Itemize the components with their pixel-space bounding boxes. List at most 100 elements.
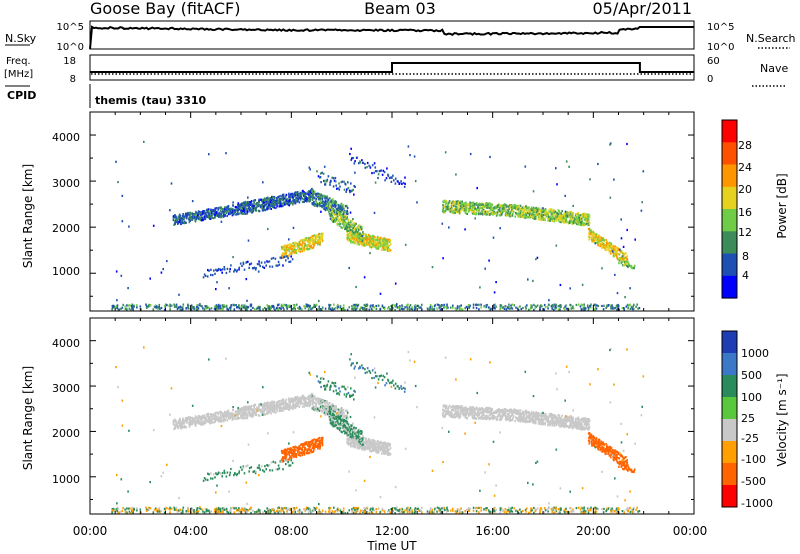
power-echo-cell bbox=[499, 305, 502, 308]
power-echo-cell bbox=[472, 205, 474, 208]
power-echo-cell bbox=[188, 212, 191, 215]
power-echo-cell bbox=[471, 207, 473, 210]
power-echo-cell bbox=[306, 245, 309, 248]
power-echo-cell bbox=[268, 305, 270, 308]
power-echo-cell bbox=[323, 194, 325, 197]
power-echo-cell bbox=[376, 239, 378, 242]
power-echo-cell bbox=[541, 209, 544, 212]
velocity-echo-cell bbox=[243, 413, 246, 416]
power-echo-cell bbox=[548, 303, 550, 306]
power-echo-cell bbox=[474, 212, 477, 215]
velocity-echo-cell bbox=[188, 418, 191, 421]
power-echo-cell bbox=[191, 216, 194, 219]
power-echo-cell bbox=[180, 221, 182, 224]
power-echo-cell bbox=[318, 235, 321, 238]
power-echo-cell bbox=[165, 303, 167, 306]
velocity-echo-cell bbox=[271, 406, 274, 410]
power-echo-cell bbox=[136, 304, 138, 307]
power-echo-cell bbox=[507, 210, 510, 213]
power-echo-cell bbox=[282, 193, 285, 196]
power-echo-cell bbox=[429, 305, 432, 308]
power-echo-cell bbox=[556, 217, 559, 220]
power-echo-cell bbox=[450, 211, 453, 214]
power-echo-cell bbox=[369, 242, 371, 246]
power-echo-cell bbox=[312, 195, 315, 198]
power-echo-cell bbox=[292, 303, 295, 307]
power-echo-cell bbox=[235, 212, 238, 216]
power-echo-cell bbox=[375, 304, 377, 308]
power-echo-cell bbox=[189, 217, 192, 220]
power-echo-cell bbox=[233, 308, 236, 311]
power-echo-cell bbox=[124, 305, 126, 308]
power-echo-cell bbox=[536, 304, 539, 307]
velocity-echo-cell bbox=[192, 418, 195, 421]
power-echo-cell bbox=[284, 198, 286, 201]
velocity-echo-cell bbox=[183, 426, 185, 429]
power-echo-cell bbox=[351, 224, 353, 227]
power-echo-cell bbox=[233, 270, 235, 273]
power-echo-cell bbox=[498, 204, 501, 207]
power-echo-cell bbox=[227, 207, 229, 210]
power-echo-cell bbox=[250, 308, 252, 312]
power-echo-cell bbox=[540, 214, 543, 217]
power-echo-cell bbox=[294, 191, 297, 194]
power-echo-cell bbox=[346, 211, 349, 214]
power-echo-cell bbox=[355, 229, 358, 232]
power-echo-cell bbox=[313, 243, 316, 246]
power-echo-cell bbox=[195, 307, 197, 310]
velocity-echo-cell bbox=[210, 419, 212, 422]
power-echo-cell bbox=[460, 204, 463, 207]
power-echo-cell bbox=[225, 271, 228, 275]
power-echo-cell bbox=[554, 307, 557, 310]
power-echo-cell bbox=[203, 273, 206, 276]
power-echo-cell bbox=[359, 308, 361, 311]
power-echo-cell bbox=[199, 304, 202, 307]
power-echo-cell bbox=[149, 304, 152, 307]
power-echo-cell bbox=[357, 232, 360, 235]
power-echo-cell bbox=[577, 213, 579, 216]
power-echo-cell bbox=[361, 234, 364, 238]
power-echo-cell bbox=[328, 305, 331, 308]
power-echo-cell bbox=[280, 303, 283, 306]
power-echo-cell bbox=[339, 217, 342, 220]
velocity-echo-cell bbox=[225, 416, 228, 419]
power-echo-cell bbox=[622, 264, 624, 267]
power-echo-cell bbox=[283, 304, 286, 307]
power-echo-cell bbox=[350, 241, 352, 244]
power-echo-cell bbox=[338, 218, 340, 221]
power-echo-cell bbox=[611, 248, 613, 251]
power-echo-cell bbox=[590, 229, 592, 232]
power-echo-cell bbox=[236, 269, 238, 272]
power-echo-cell bbox=[363, 308, 366, 311]
power-echo-cell bbox=[459, 204, 462, 208]
velocity-echo-cell bbox=[196, 421, 199, 424]
power-echo-cell bbox=[378, 241, 381, 244]
power-echo-cell bbox=[616, 292, 619, 295]
power-echo-cell bbox=[514, 206, 516, 209]
power-echo-cell bbox=[609, 244, 611, 247]
power-echo-cell bbox=[212, 209, 214, 212]
power-echo-cell bbox=[587, 228, 590, 231]
power-echo-cell bbox=[179, 216, 181, 219]
power-echo-cell bbox=[235, 206, 238, 209]
power-echo-cell bbox=[364, 162, 366, 166]
power-echo-cell bbox=[145, 306, 148, 309]
power-echo-cell bbox=[342, 212, 345, 215]
power-echo-cell bbox=[447, 204, 449, 208]
power-echo-cell bbox=[295, 199, 297, 202]
power-echo-cell bbox=[565, 160, 568, 163]
power-echo-cell bbox=[348, 225, 351, 228]
power-ytick-1000: 1000 bbox=[52, 265, 80, 278]
power-echo-cell bbox=[605, 245, 607, 248]
power-echo-cell bbox=[539, 308, 541, 312]
power-echo-cell bbox=[295, 252, 298, 255]
power-echo-cell bbox=[627, 307, 629, 310]
power-echo-cell bbox=[207, 208, 210, 211]
power-echo-cell bbox=[362, 231, 364, 234]
power-echo-cell bbox=[519, 215, 522, 218]
power-echo-cell bbox=[436, 303, 439, 306]
power-echo-cell bbox=[297, 246, 299, 250]
power-echo-cell bbox=[295, 193, 298, 196]
power-echo-cell bbox=[217, 206, 220, 210]
power-echo-cell bbox=[581, 222, 584, 225]
